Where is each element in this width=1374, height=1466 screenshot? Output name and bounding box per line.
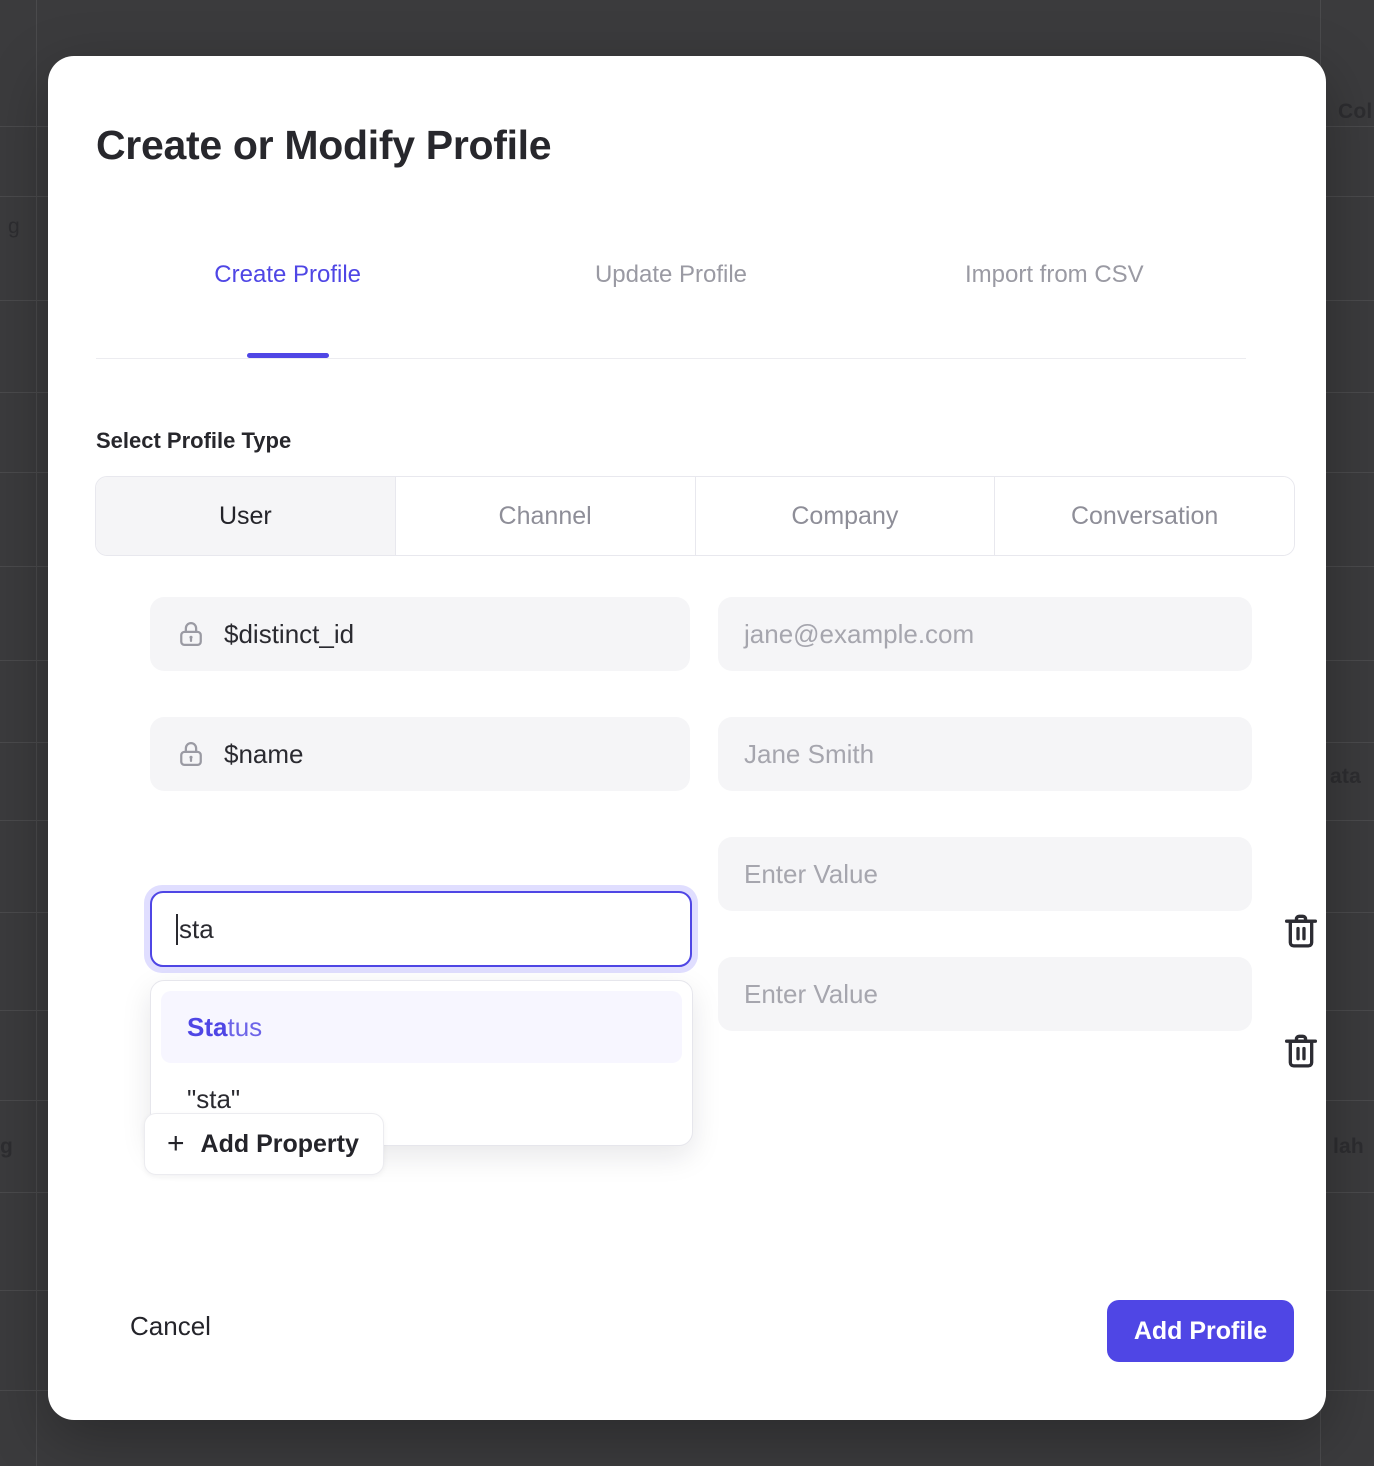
- delete-property-button[interactable]: [1280, 910, 1322, 952]
- profile-type-option-conversation[interactable]: Conversation: [995, 477, 1294, 555]
- value-field-custom-2[interactable]: Enter Value: [718, 957, 1252, 1031]
- segment-label: User: [218, 501, 272, 530]
- property-name-value: $name: [224, 738, 304, 769]
- property-row: $name Jane Smith: [48, 717, 1326, 791]
- segment-label: Conversation: [1070, 501, 1219, 530]
- background-text-fragment: lah: [1333, 1135, 1364, 1158]
- value-placeholder: Enter Value: [744, 978, 878, 1009]
- property-name-input[interactable]: sta: [150, 891, 692, 967]
- lock-icon: [176, 739, 206, 769]
- text-caret: [176, 913, 178, 945]
- add-profile-button[interactable]: Add Profile: [1107, 1300, 1294, 1362]
- tab-divider: [96, 358, 1246, 359]
- profile-type-segmented-control: User Channel Company Conversation: [95, 476, 1295, 556]
- lock-icon: [176, 619, 206, 649]
- select-profile-type-label: Select Profile Type: [96, 428, 292, 453]
- profile-type-option-company[interactable]: Company: [695, 477, 996, 555]
- add-property-button[interactable]: + Add Property: [144, 1113, 384, 1175]
- profile-type-option-channel[interactable]: Channel: [395, 477, 696, 555]
- background-grid-line: [36, 0, 37, 1466]
- background-text-fragment: ata: [1330, 765, 1361, 788]
- suggestion-matched-text: Sta: [187, 1011, 228, 1042]
- property-name-field-distinct-id: $distinct_id: [150, 597, 690, 671]
- property-name-field-name: $name: [150, 717, 690, 791]
- tab-bar: Create Profile Update Profile Import fro…: [96, 236, 1246, 380]
- segment-label: Company: [791, 501, 899, 530]
- value-field-distinct-id[interactable]: jane@example.com: [718, 597, 1252, 671]
- property-row: Enter Value: [48, 957, 1326, 1031]
- segment-label: Channel: [498, 501, 592, 530]
- trash-icon: [1280, 1034, 1322, 1076]
- value-field-custom-1[interactable]: Enter Value: [718, 837, 1252, 911]
- trash-icon: [1280, 914, 1322, 956]
- create-or-modify-profile-dialog: Create or Modify Profile Create Profile …: [48, 56, 1326, 1420]
- delete-property-button[interactable]: [1280, 1030, 1322, 1072]
- suggestion-item-literal[interactable]: "sta": [161, 1063, 682, 1135]
- profile-type-option-user[interactable]: User: [96, 477, 396, 555]
- tab-label: Update Profile: [594, 261, 748, 288]
- tab-update-profile[interactable]: Update Profile: [479, 236, 862, 358]
- cancel-button[interactable]: Cancel: [130, 1311, 211, 1341]
- property-row: $distinct_id jane@example.com: [48, 597, 1326, 671]
- suggestion-item-status[interactable]: Sta tus: [161, 991, 682, 1063]
- value-placeholder: Enter Value: [744, 858, 878, 889]
- add-property-label: Add Property: [200, 1129, 359, 1158]
- property-name-combobox[interactable]: sta: [144, 885, 698, 973]
- value-placeholder: jane@example.com: [744, 618, 975, 649]
- tab-label: Import from CSV: [964, 261, 1144, 288]
- property-row: Enter Value: [48, 837, 1326, 911]
- plus-icon: +: [167, 1127, 185, 1160]
- tab-label: Create Profile: [214, 261, 362, 288]
- value-placeholder: Jane Smith: [744, 738, 875, 769]
- suggestion-rest-text: tus: [227, 1011, 263, 1042]
- page-title: Create or Modify Profile: [96, 122, 552, 168]
- tab-import-from-csv[interactable]: Import from CSV: [863, 236, 1246, 358]
- tab-create-profile[interactable]: Create Profile: [96, 236, 479, 358]
- value-field-name[interactable]: Jane Smith: [718, 717, 1252, 791]
- background-text-fragment: Col: [1338, 100, 1373, 123]
- tab-active-indicator: [246, 353, 329, 358]
- property-name-input-value: sta: [179, 913, 214, 944]
- background-text-fragment: g: [8, 215, 20, 238]
- background-text-fragment: g: [0, 1135, 14, 1158]
- property-name-value: $distinct_id: [224, 618, 355, 649]
- suggestion-literal-text: "sta": [187, 1083, 241, 1114]
